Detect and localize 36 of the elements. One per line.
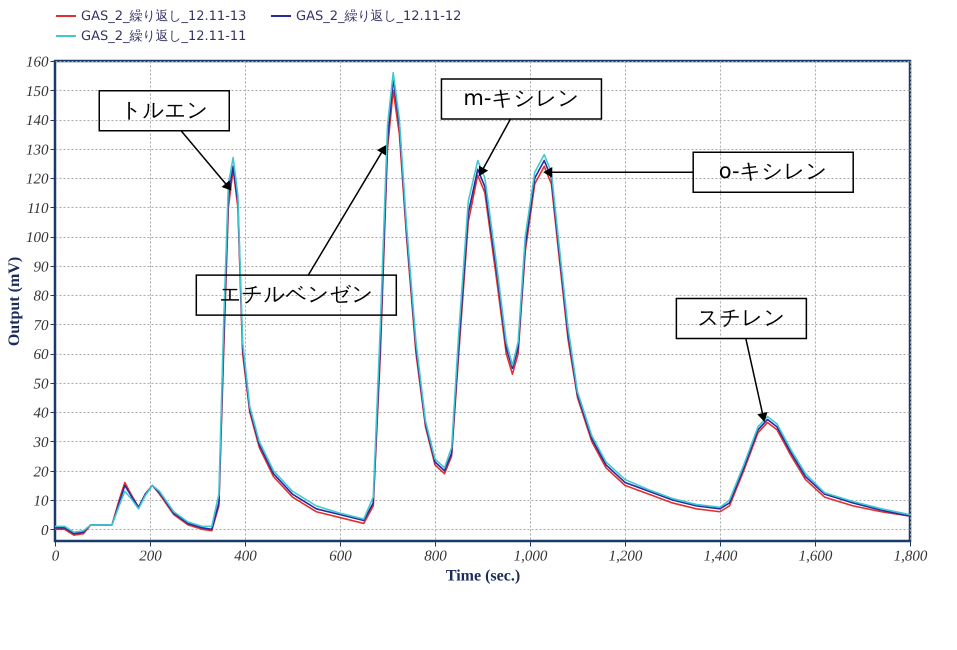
x-tick-label: 1,800 xyxy=(894,548,928,564)
x-tick-label: 200 xyxy=(139,548,162,564)
y-tick-label: 120 xyxy=(26,172,49,188)
legend-label: GAS_2_繰り返し_12.11-11 xyxy=(81,29,246,44)
y-tick-label: 90 xyxy=(34,259,49,276)
y-tick-label: 130 xyxy=(26,142,49,158)
legend-label: GAS_2_繰り返し_12.11-12 xyxy=(296,9,462,24)
x-axis-title: Time (sec.) xyxy=(446,568,520,584)
x-tick-label: 800 xyxy=(424,548,448,564)
x-tick-label: 1,000 xyxy=(514,548,548,564)
y-tick-label: 60 xyxy=(34,347,49,364)
x-tick-label: 400 xyxy=(234,548,258,564)
y-tick-label: 50 xyxy=(34,376,49,392)
y-tick-label: 100 xyxy=(26,230,49,246)
y-tick-label: 140 xyxy=(26,113,49,130)
x-tick-label: 1,600 xyxy=(798,548,833,564)
y-tick-label: 160 xyxy=(26,54,49,70)
y-tick-label: 150 xyxy=(26,84,49,100)
annotation: o-キシレン xyxy=(718,159,828,184)
annotation: m-キシレン xyxy=(463,86,580,110)
y-tick-label: 20 xyxy=(34,464,49,480)
y-tick-label: 30 xyxy=(32,434,49,451)
x-tick-label: 0 xyxy=(52,548,60,564)
y-tick-label: 40 xyxy=(34,406,49,422)
annotation: スチレン xyxy=(697,306,786,330)
legend-label: GAS_2_繰り返し_12.11-13 xyxy=(81,9,246,24)
y-tick-label: 70 xyxy=(34,318,49,334)
y-tick-label: 10 xyxy=(34,494,49,510)
x-tick-label: 1,200 xyxy=(608,548,643,564)
y-tick-label: 110 xyxy=(27,200,49,217)
annotation: トルエン xyxy=(120,98,208,122)
x-tick-label: 1,400 xyxy=(704,548,738,564)
y-tick-label: 0 xyxy=(41,522,49,539)
x-tick-label: 600 xyxy=(329,548,352,564)
y-axis-title: Output (mV) xyxy=(6,256,23,346)
y-tick-label: 80 xyxy=(34,288,49,305)
